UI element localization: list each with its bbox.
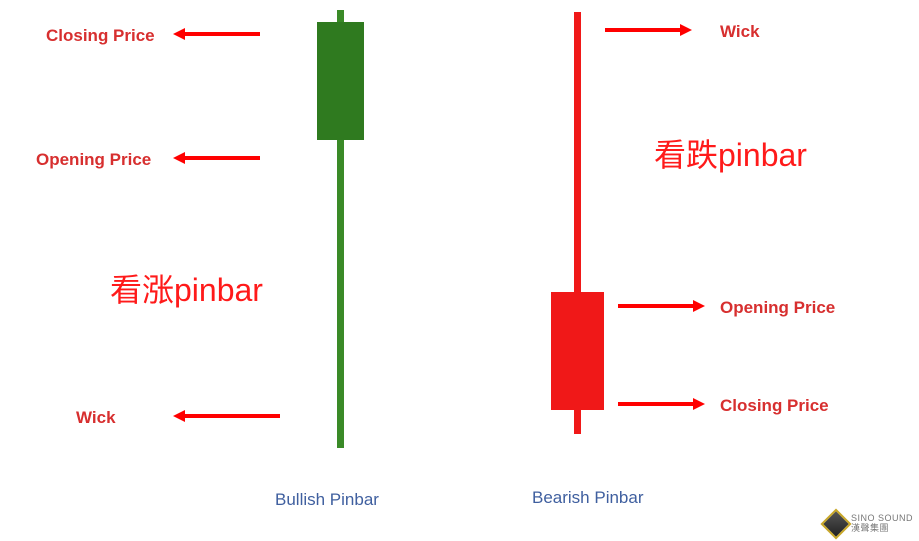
bearish-body [551,292,604,410]
bearish-wick-arrow [605,27,680,33]
bearish-opening-label: Opening Price [720,298,835,318]
bullish-closing-label: Closing Price [46,26,155,46]
bullish-closing-arrow [185,31,260,37]
bearish-opening-arrow [618,303,693,309]
watermark-brand-bottom: 漢聲集團 [851,524,913,534]
bearish-chinese-label: 看跌pinbar [654,130,807,176]
bearish-wick-label: Wick [720,22,760,42]
watermark-text: SINO SOUND 漢聲集團 [851,514,913,534]
watermark: SINO SOUND 漢聲集團 [825,513,913,535]
watermark-logo-icon [820,508,851,539]
bullish-wick-arrow [185,413,280,419]
bullish-caption: Bullish Pinbar [275,490,379,510]
bullish-body [317,22,364,140]
bearish-caption: Bearish Pinbar [532,488,644,508]
bullish-wick-label: Wick [76,408,116,428]
bullish-chinese-label: 看涨pinbar [110,265,263,311]
bullish-opening-arrow [185,155,260,161]
bullish-opening-label: Opening Price [36,150,151,170]
diagram-canvas: Closing Price Opening Price Wick Wick Op… [0,0,919,541]
bearish-closing-label: Closing Price [720,396,829,416]
bearish-closing-arrow [618,401,693,407]
